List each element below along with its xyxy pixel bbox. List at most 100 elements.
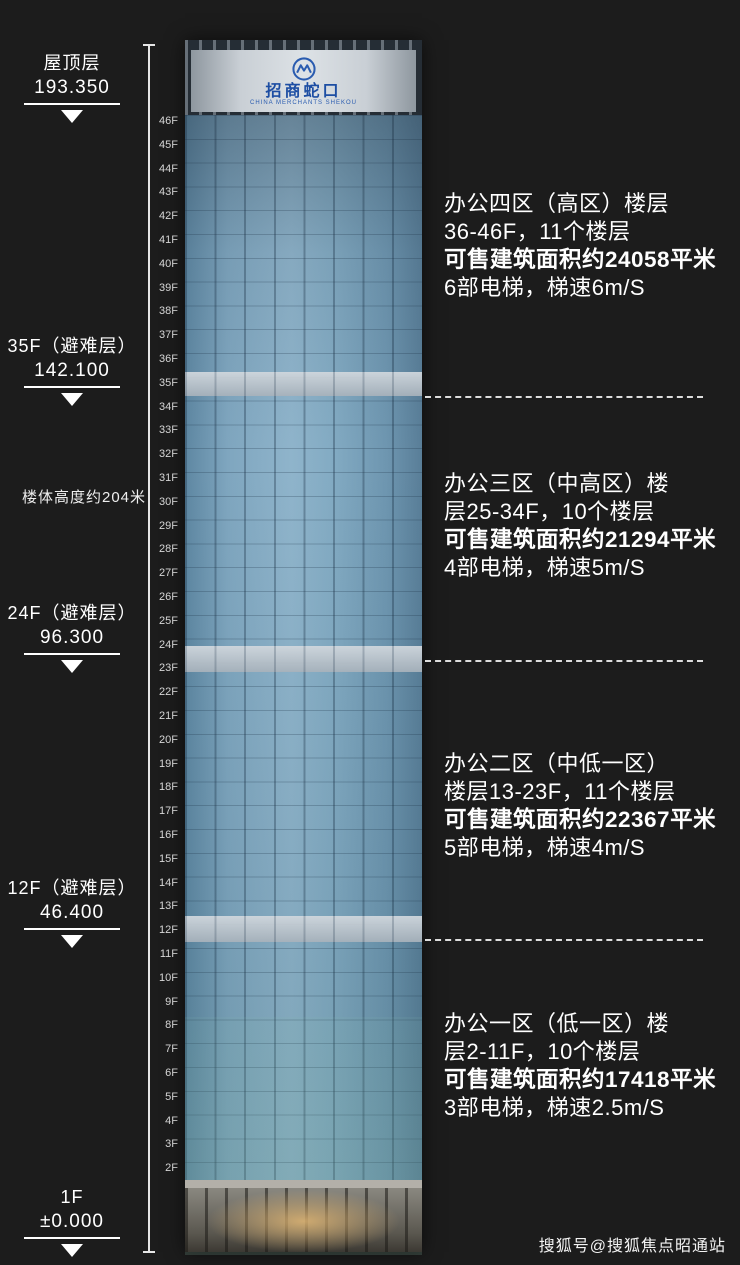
down-triangle-icon bbox=[61, 1244, 83, 1257]
floor-label: 23F bbox=[159, 662, 178, 675]
zone-block-low: 办公一区（低一区）楼 层2-11F，10个楼层 可售建筑面积约17418平米 3… bbox=[444, 1010, 736, 1122]
down-triangle-icon bbox=[61, 935, 83, 948]
refuge-band-12f bbox=[185, 916, 422, 942]
zone-elevator-line: 4部电梯，梯速5m/S bbox=[444, 555, 646, 580]
floor-label: 43F bbox=[159, 186, 178, 199]
tower-crown: 招商蛇口 CHINA MERCHANTS SHEKOU bbox=[185, 40, 422, 115]
zone-title-line: 办公二区（中低一区） bbox=[444, 751, 670, 776]
floor-label: 40F bbox=[159, 257, 178, 270]
marker-label: 1F bbox=[60, 1187, 84, 1207]
floor-label: 29F bbox=[159, 519, 178, 532]
cm-logo-icon bbox=[291, 56, 316, 81]
watermark: 搜狐号@搜狐焦点昭通站 bbox=[538, 1238, 726, 1255]
tower-illustration: 招商蛇口 CHINA MERCHANTS SHEKOU bbox=[185, 40, 422, 1255]
tower-podium bbox=[185, 1180, 422, 1252]
marker-label: 35F（避难层） bbox=[7, 336, 137, 356]
marker-label: 12F（避难层） bbox=[7, 878, 137, 898]
floor-label: 9F bbox=[165, 995, 178, 1008]
zone-title-line: 办公一区（低一区）楼 bbox=[444, 1011, 670, 1036]
zone-block-mid-high: 办公三区（中高区）楼 层25-34F，10个楼层 可售建筑面积约21294平米 … bbox=[444, 470, 736, 582]
floor-label: 37F bbox=[159, 329, 178, 342]
floor-label: 36F bbox=[159, 353, 178, 365]
floor-label: 2F bbox=[165, 1162, 178, 1175]
floor-label: 13F bbox=[159, 900, 178, 913]
floor-label: 24F bbox=[159, 638, 178, 651]
floor-label: 11F bbox=[159, 948, 178, 960]
zone-floors-line: 层2-11F，10个楼层 bbox=[444, 1039, 641, 1064]
zone-area-line: 可售建筑面积约21294平米 bbox=[444, 527, 717, 552]
floor-label: 26F bbox=[159, 591, 178, 603]
floor-label: 31F bbox=[159, 472, 178, 484]
floor-label: 35F bbox=[159, 376, 178, 389]
marker-35f: 35F（避难层） 142.100 bbox=[2, 335, 142, 406]
floor-label: 27F bbox=[159, 567, 178, 580]
zone-floors-line: 楼层13-23F，11个楼层 bbox=[444, 779, 676, 804]
floor-label: 38F bbox=[159, 305, 178, 318]
building-height-note: 楼体高度约204米 bbox=[22, 489, 147, 506]
logo-subtext: CHINA MERCHANTS SHEKOU bbox=[249, 99, 357, 106]
floor-label: 16F bbox=[159, 829, 178, 841]
floor-label: 20F bbox=[159, 733, 178, 746]
floor-label: 14F bbox=[159, 876, 178, 889]
floor-label: 7F bbox=[165, 1043, 178, 1056]
marker-value: 96.300 bbox=[24, 626, 120, 655]
floor-label: 15F bbox=[159, 852, 178, 865]
marker-label: 屋顶层 bbox=[43, 53, 101, 73]
marker-value: ±0.000 bbox=[24, 1210, 120, 1239]
logo-text: 招商蛇口 bbox=[265, 82, 342, 100]
floor-label: 21F bbox=[159, 710, 178, 722]
zone-block-mid-low: 办公二区（中低一区） 楼层13-23F，11个楼层 可售建筑面积约22367平米… bbox=[444, 750, 736, 862]
floor-label: 18F bbox=[159, 781, 178, 794]
zone-block-high: 办公四区（高区）楼层 36-46F，11个楼层 可售建筑面积约24058平米 6… bbox=[444, 190, 736, 302]
marker-label: 24F（避难层） bbox=[7, 603, 137, 623]
floor-label: 45F bbox=[159, 138, 178, 151]
zone-separator-35f bbox=[425, 396, 703, 398]
marker-12f: 12F（避难层） 46.400 bbox=[2, 877, 142, 948]
down-triangle-icon bbox=[61, 110, 83, 123]
floor-label: 10F bbox=[159, 971, 178, 984]
floor-label: 34F bbox=[159, 400, 178, 413]
zone-elevator-line: 6部电梯，梯速6m/S bbox=[444, 275, 646, 300]
floor-label: 30F bbox=[159, 495, 178, 508]
dimension-line bbox=[143, 44, 155, 1253]
floor-label: 46F bbox=[159, 115, 178, 127]
floor-label: 42F bbox=[159, 210, 178, 223]
down-triangle-icon bbox=[61, 393, 83, 406]
floor-label: 12F bbox=[159, 924, 178, 937]
floor-label: 17F bbox=[159, 805, 178, 818]
zone-area-line: 可售建筑面积约17418平米 bbox=[444, 1067, 717, 1092]
marker-value: 142.100 bbox=[24, 359, 120, 388]
zone-elevator-line: 3部电梯，梯速2.5m/S bbox=[444, 1095, 665, 1120]
floor-labels: 46F 45F 44F 43F 42F 41F 40F 39F 38F 37F 36F 35F 34F 3… bbox=[152, 0, 180, 1265]
marker-1f: 1F ±0.000 bbox=[2, 1186, 142, 1257]
zone-separator-12f bbox=[425, 939, 703, 941]
marker-value: 193.350 bbox=[24, 76, 120, 105]
floor-label: 28F bbox=[159, 543, 178, 556]
refuge-band-24f bbox=[185, 646, 422, 672]
floor-label: 5F bbox=[165, 1090, 178, 1103]
zone-floors-line: 36-46F，11个楼层 bbox=[444, 219, 631, 244]
floor-label: 44F bbox=[159, 162, 178, 175]
floor-label: 6F bbox=[165, 1067, 178, 1079]
marker-roof: 屋顶层 193.350 bbox=[2, 52, 142, 123]
zone-title-line: 办公四区（高区）楼层 bbox=[444, 191, 670, 216]
floor-label: 25F bbox=[159, 614, 178, 627]
podium-roof bbox=[185, 1180, 422, 1188]
zone-title-line: 办公三区（中高区）楼 bbox=[444, 471, 670, 496]
floor-label: 33F bbox=[159, 424, 178, 437]
zone-area-line: 可售建筑面积约22367平米 bbox=[444, 807, 717, 832]
refuge-band-35f bbox=[185, 372, 422, 396]
down-triangle-icon bbox=[61, 660, 83, 673]
floor-label: 39F bbox=[159, 281, 178, 294]
logo-band: 招商蛇口 CHINA MERCHANTS SHEKOU bbox=[191, 50, 416, 112]
zone-floors-line: 层25-34F，10个楼层 bbox=[444, 499, 655, 524]
floor-label: 32F bbox=[159, 448, 178, 461]
zone-elevator-line: 5部电梯，梯速4m/S bbox=[444, 835, 646, 860]
zone-area-line: 可售建筑面积约24058平米 bbox=[444, 247, 717, 272]
zone-separator-24f bbox=[425, 660, 703, 662]
marker-24f: 24F（避难层） 96.300 bbox=[2, 602, 142, 673]
floor-label: 8F bbox=[165, 1019, 178, 1032]
marker-value: 46.400 bbox=[24, 901, 120, 930]
floor-label: 19F bbox=[159, 757, 178, 770]
